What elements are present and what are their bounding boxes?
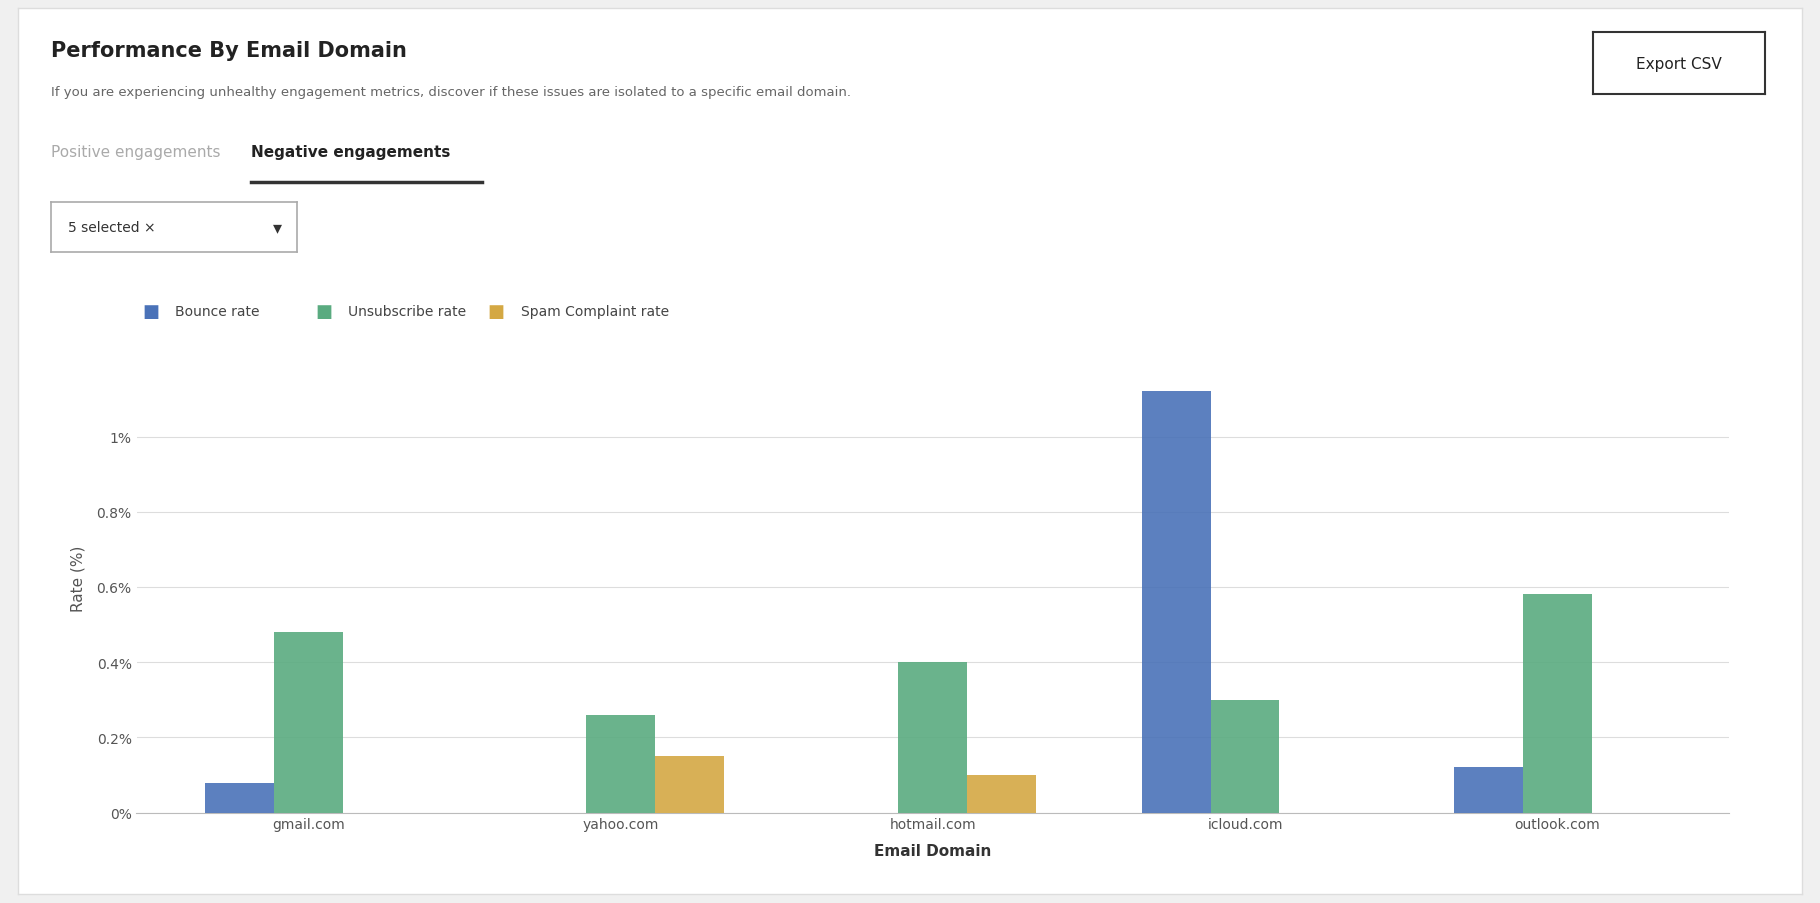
Text: ■: ■ (488, 303, 504, 321)
Text: Spam Complaint rate: Spam Complaint rate (521, 304, 668, 319)
Text: ■: ■ (315, 303, 331, 321)
Bar (1523, 595, 1592, 813)
Bar (273, 632, 342, 813)
Y-axis label: Rate (%): Rate (%) (71, 545, 86, 611)
Bar (966, 775, 1036, 813)
X-axis label: Email Domain: Email Domain (874, 842, 992, 858)
Text: ■: ■ (142, 303, 158, 321)
Bar (586, 715, 655, 813)
Text: Performance By Email Domain: Performance By Email Domain (51, 41, 408, 61)
Text: Negative engagements: Negative engagements (251, 144, 451, 160)
Text: Export CSV: Export CSV (1636, 57, 1722, 71)
Text: ▾: ▾ (273, 219, 282, 237)
Text: Bounce rate: Bounce rate (175, 304, 258, 319)
Bar (1454, 768, 1523, 813)
Text: Unsubscribe rate: Unsubscribe rate (348, 304, 466, 319)
Text: If you are experiencing unhealthy engagement metrics, discover if these issues a: If you are experiencing unhealthy engage… (51, 86, 852, 98)
Bar (655, 757, 724, 813)
Bar (1210, 700, 1279, 813)
Text: 5 selected ×: 5 selected × (67, 221, 157, 235)
Bar (1141, 392, 1210, 813)
Text: Positive engagements: Positive engagements (51, 144, 220, 160)
Bar (206, 783, 273, 813)
Bar (899, 663, 966, 813)
